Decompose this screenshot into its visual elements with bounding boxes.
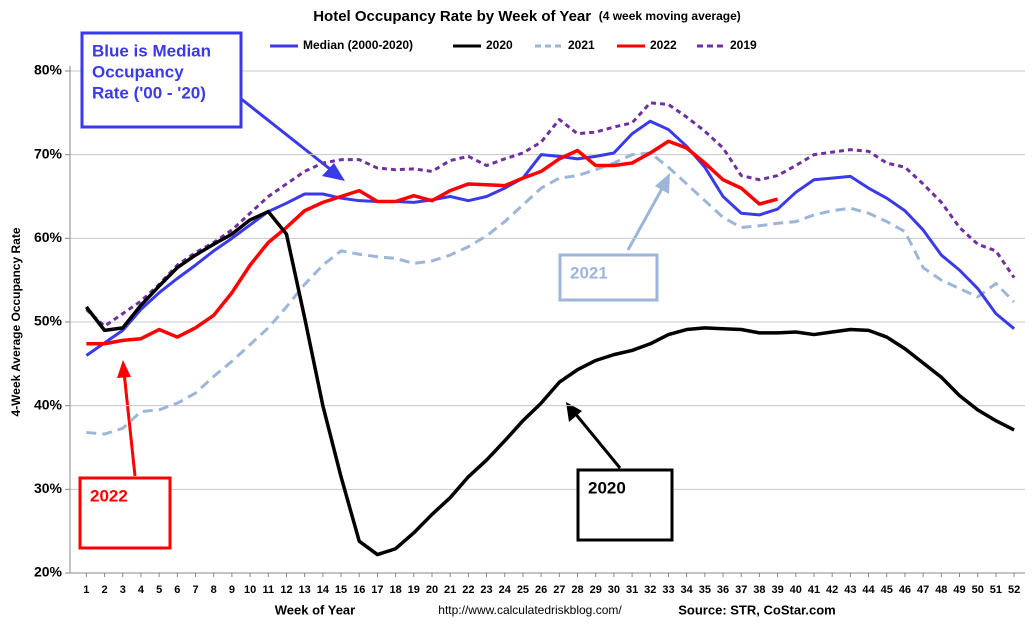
x-tick-label: 26 — [535, 584, 547, 596]
annotation-arrows — [117, 96, 670, 477]
annotation-text: 2022 — [90, 486, 128, 505]
series-line — [86, 139, 779, 346]
x-tick-label: 34 — [681, 584, 694, 596]
x-tick-label: 22 — [462, 584, 474, 596]
annotation-box — [576, 468, 674, 542]
x-tick-label: 5 — [156, 584, 162, 596]
series-line — [86, 151, 1016, 436]
source-url: http://www.calculatedriskblog.com/ — [438, 603, 622, 617]
legend-label: 2021 — [568, 38, 595, 52]
x-tick-label: 16 — [353, 584, 365, 596]
legend-label: 2022 — [650, 38, 677, 52]
x-tick-label: 28 — [571, 584, 583, 596]
arrow — [239, 96, 336, 175]
legend-label: Median (2000-2020) — [303, 38, 413, 52]
arrowhead — [566, 402, 582, 422]
x-tick-label: 12 — [280, 584, 292, 596]
x-tick-label: 38 — [753, 584, 765, 596]
x-tick-label: 50 — [972, 584, 984, 596]
x-tick-label: 10 — [244, 584, 256, 596]
annotation-text: 2021 — [570, 263, 608, 282]
chart-subtitle: (4 week moving average) — [599, 9, 741, 23]
arrowhead — [322, 163, 345, 181]
y-tick-label: 30% — [34, 480, 63, 496]
annotation-text: Occupancy — [92, 62, 184, 81]
x-tick-label: 20 — [426, 584, 438, 596]
series-line — [85, 119, 1016, 357]
annotation-box — [80, 31, 243, 129]
x-tick-label: 47 — [917, 584, 929, 596]
x-tick-label: 25 — [517, 584, 529, 596]
y-tick-label: 70% — [34, 145, 63, 161]
annotation-text: Rate ('00 - '20) — [92, 83, 206, 102]
title-line: Hotel Occupancy Rate by Week of Year (4 … — [313, 8, 741, 25]
series-line — [85, 101, 1016, 328]
x-tick-label: 37 — [735, 584, 747, 596]
x-tick-label: 15 — [335, 584, 347, 596]
arrow — [626, 184, 666, 251]
arrowhead — [117, 360, 131, 378]
x-tick-label: 51 — [990, 584, 1002, 596]
y-tick-label: 60% — [34, 229, 63, 245]
chart-title: Hotel Occupancy Rate by Week of Year — [313, 8, 591, 25]
x-tick-label: 44 — [862, 584, 875, 596]
x-tick-label: 42 — [826, 584, 838, 596]
x-tick-label: 52 — [1008, 584, 1020, 596]
x-tick-label: 30 — [608, 584, 620, 596]
x-tick-label: 9 — [229, 584, 235, 596]
y-tick-label: 80% — [34, 62, 63, 78]
arrow — [122, 371, 137, 477]
x-tick-label: 21 — [444, 584, 456, 596]
x-tick-label: 14 — [317, 584, 330, 596]
x-tick-label: 27 — [553, 584, 565, 596]
legend-label: 2019 — [730, 38, 757, 52]
x-tick-label: 31 — [626, 584, 638, 596]
series-line — [84, 209, 1015, 557]
x-tick-label: 24 — [499, 584, 512, 596]
x-tick-label: 32 — [644, 584, 656, 596]
y-tick-label: 20% — [34, 564, 63, 580]
x-tick-label: 2 — [101, 584, 107, 596]
x-tick-label: 4 — [138, 584, 145, 596]
annotation-text: 2020 — [588, 478, 626, 497]
source: Source: STR, CoStar.com — [678, 602, 835, 617]
x-tick-label: 6 — [174, 584, 180, 596]
x-tick-label: 11 — [262, 584, 274, 596]
y-tick-label: 50% — [34, 313, 63, 329]
x-tick-label: 49 — [953, 584, 965, 596]
x-tick-label: 48 — [935, 584, 947, 596]
arrow — [572, 411, 622, 469]
x-tick-label: 13 — [299, 584, 311, 596]
x-tick-label: 40 — [790, 584, 802, 596]
x-tick-label: 19 — [408, 584, 420, 596]
x-tick-label: 23 — [480, 584, 492, 596]
arrowhead — [655, 173, 670, 194]
x-tick-label: 35 — [699, 584, 711, 596]
y-tick-label: 40% — [34, 396, 63, 412]
annotation-box — [558, 253, 659, 302]
legend-label: 2020 — [486, 38, 513, 52]
x-tick-label: 3 — [120, 584, 126, 596]
x-tick-label: 46 — [899, 584, 911, 596]
x-tick-label: 1 — [83, 584, 89, 596]
x-tick-label: 43 — [844, 584, 856, 596]
x-tick-label: 36 — [717, 584, 729, 596]
x-tick-label: 29 — [590, 584, 602, 596]
x-tick-label: 7 — [192, 584, 198, 596]
annotation-box — [78, 476, 172, 550]
x-tick-label: 17 — [371, 584, 383, 596]
x-tick-label: 39 — [771, 584, 783, 596]
annotation-text: Blue is Median — [92, 41, 211, 60]
x-tick-label: 18 — [389, 584, 401, 596]
x-tick-label: 33 — [662, 584, 674, 596]
x-tick-label: 8 — [211, 584, 217, 596]
y-axis-label: 4-Week Average Occupancy Rate — [9, 227, 23, 416]
x-tick-label: 41 — [808, 584, 820, 596]
x-tick-label: 45 — [881, 584, 893, 596]
x-axis-label: Week of Year — [275, 602, 355, 617]
